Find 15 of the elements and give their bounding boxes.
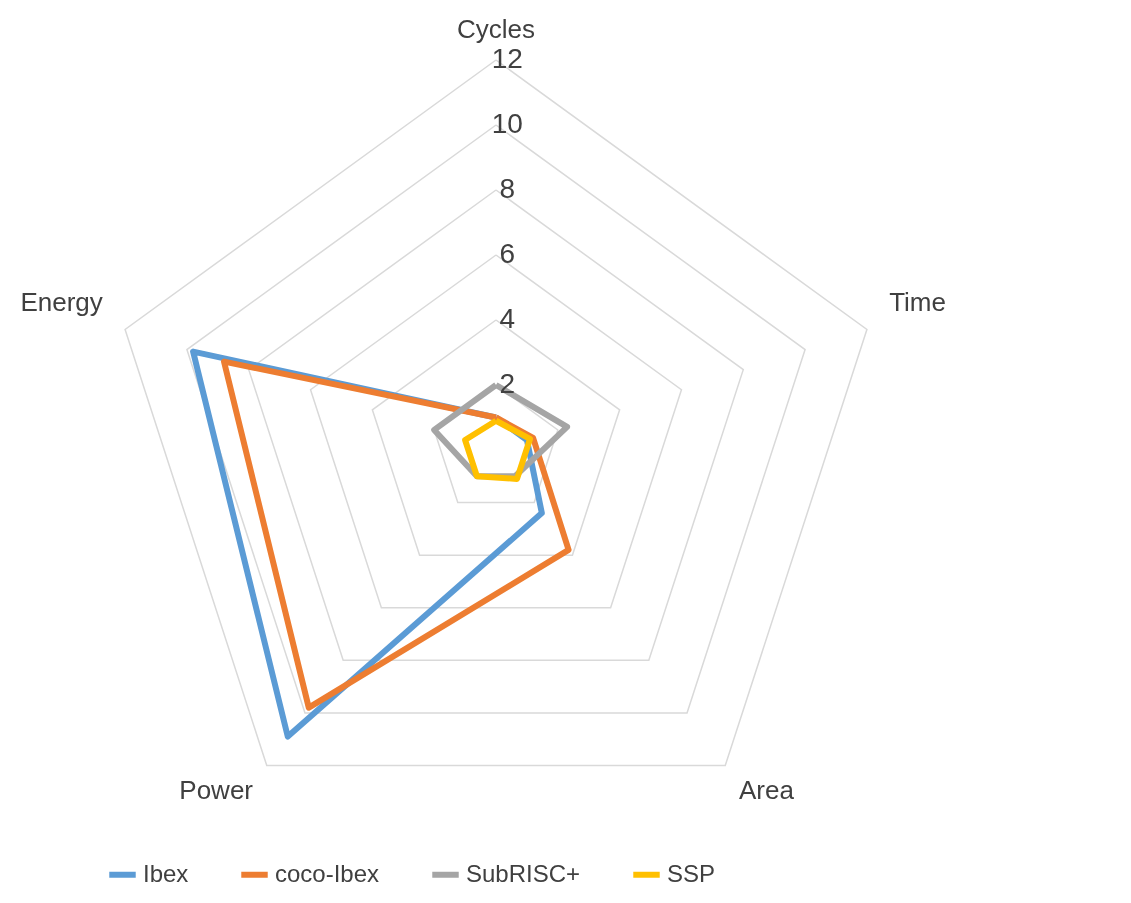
legend-label: SSP <box>667 859 716 887</box>
spoke-label: Cycles <box>456 14 536 45</box>
y-tick-label: 8 <box>499 173 516 204</box>
y-tick-label: 2 <box>499 368 516 399</box>
spoke-label: Area <box>738 774 795 805</box>
spoke-label: Time <box>889 286 946 317</box>
legend-label: SubRISC+ <box>466 859 581 887</box>
legend-label: coco-Ibex <box>275 859 380 887</box>
spoke-label: Energy <box>20 286 103 317</box>
y-tick-label: 6 <box>499 238 516 269</box>
y-tick-label: 4 <box>499 303 516 334</box>
spoke-label: Power <box>179 774 254 805</box>
legend-label: Ibex <box>143 859 189 887</box>
y-tick-label: 10 <box>491 108 523 139</box>
y-tick-label: 12 <box>491 43 523 74</box>
